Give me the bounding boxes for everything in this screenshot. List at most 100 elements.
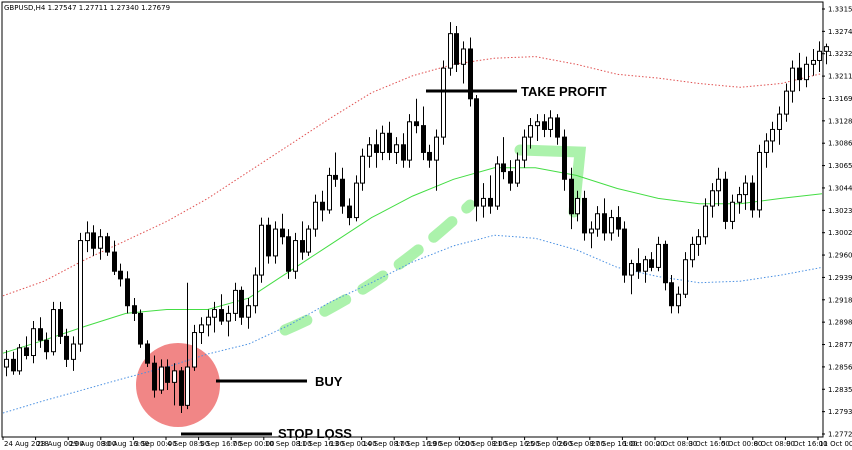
candle-body-bull bbox=[817, 50, 822, 61]
candle bbox=[690, 236, 695, 268]
candle bbox=[179, 367, 184, 414]
candle bbox=[528, 117, 533, 149]
candle bbox=[367, 137, 372, 168]
candle-body-bear bbox=[152, 362, 157, 391]
candle bbox=[764, 133, 769, 168]
y-tick-label: 1.30230 bbox=[828, 207, 852, 215]
candle-body-bull bbox=[629, 263, 634, 276]
candle-body-bull bbox=[51, 309, 56, 353]
candle-body-bear bbox=[165, 366, 170, 383]
candle bbox=[555, 114, 560, 145]
candle bbox=[58, 301, 63, 345]
candle-body-bull bbox=[71, 343, 76, 360]
candle-body-bear bbox=[219, 309, 224, 322]
x-tick-label: 5 Oct 00:00 bbox=[721, 440, 762, 448]
x-tick-label: 28 Aug 00:00 bbox=[37, 440, 84, 448]
candle bbox=[286, 229, 291, 279]
y-tick-label: 1.30445 bbox=[828, 184, 852, 192]
candle-body-bull bbox=[643, 259, 648, 272]
y-tick-label: 1.32740 bbox=[828, 28, 852, 36]
candle-body-bull bbox=[811, 59, 816, 65]
candle bbox=[125, 271, 130, 314]
candle bbox=[226, 305, 231, 337]
candle-body-bear bbox=[636, 263, 641, 272]
trend-arrow-dashed-line bbox=[279, 199, 476, 336]
y-axis: 1.33155 1.32740 1.32320 1.32110 1.31695 1.312… bbox=[822, 6, 852, 439]
y-tick-label: 1.31695 bbox=[828, 95, 852, 103]
candle-body-bull bbox=[226, 312, 231, 322]
candle bbox=[750, 175, 755, 218]
x-tick-label: 14 Sep 08:00 bbox=[363, 440, 410, 448]
candle-body-bear bbox=[374, 144, 379, 153]
candle bbox=[770, 121, 775, 153]
candle bbox=[64, 328, 69, 368]
y-tick-label: 1.28980 bbox=[828, 319, 852, 327]
candle bbox=[407, 114, 412, 168]
x-tick-label: 3 Sep 00:00 bbox=[134, 440, 176, 448]
candle bbox=[387, 121, 392, 161]
candle-body-bull bbox=[367, 144, 372, 157]
candle-body-bull bbox=[327, 174, 332, 211]
candle bbox=[495, 156, 500, 210]
candle-body-bull bbox=[434, 136, 439, 161]
candle bbox=[797, 52, 802, 92]
candle-body-bull bbox=[212, 309, 217, 318]
stop-loss-label: STOP LOSS bbox=[278, 426, 352, 441]
candle-body-bear bbox=[280, 228, 285, 238]
x-tick-label: 10 Sep 08:00 bbox=[265, 440, 312, 448]
candle-body-bull bbox=[683, 259, 688, 295]
candle bbox=[394, 137, 399, 164]
candle bbox=[280, 213, 285, 245]
candle-body-bull bbox=[273, 228, 278, 257]
candle-body-bull bbox=[253, 274, 258, 307]
candle bbox=[273, 221, 278, 264]
candle bbox=[44, 332, 49, 360]
candle bbox=[138, 309, 143, 348]
candle-body-bear bbox=[649, 259, 654, 268]
candle-body-bull bbox=[448, 33, 453, 69]
candle-body-bull bbox=[764, 140, 769, 153]
candle-body-bull bbox=[354, 182, 359, 219]
candle bbox=[643, 255, 648, 283]
candle bbox=[636, 248, 641, 279]
candle-body-bear bbox=[669, 282, 674, 307]
candle-body-bull bbox=[306, 228, 311, 253]
candle bbox=[737, 186, 742, 214]
candle-body-bull bbox=[535, 121, 540, 127]
candle bbox=[777, 106, 782, 145]
y-tick-label: 1.27720 bbox=[828, 431, 852, 439]
y-tick-label: 1.32320 bbox=[828, 50, 852, 58]
candle-body-bear bbox=[582, 197, 587, 234]
candle-body-bull bbox=[710, 190, 715, 207]
candle bbox=[434, 129, 439, 191]
candle-body-bull bbox=[259, 224, 264, 276]
candle bbox=[501, 137, 506, 180]
candle-body-bull bbox=[461, 48, 466, 65]
candle-body-bull bbox=[185, 366, 190, 406]
candle bbox=[313, 194, 318, 237]
candle-body-bull bbox=[522, 136, 527, 161]
x-tick-label: 7 Sep 00:00 bbox=[232, 440, 274, 448]
candle bbox=[112, 240, 117, 276]
candle bbox=[562, 129, 567, 191]
take-profit-label: TAKE PROFIT bbox=[521, 84, 607, 99]
candle bbox=[78, 232, 83, 352]
candle bbox=[259, 217, 264, 283]
candle bbox=[132, 298, 137, 322]
candle-body-bull bbox=[589, 228, 594, 234]
x-tick-label: 4 Sep 08:00 bbox=[167, 440, 209, 448]
candle bbox=[448, 22, 453, 76]
candle-body-bull bbox=[656, 243, 661, 268]
candle bbox=[192, 324, 197, 371]
candle bbox=[17, 344, 22, 375]
x-tick-label: 25 Sep 00:00 bbox=[526, 440, 573, 448]
candle-body-bear bbox=[64, 335, 69, 360]
candle-body-bull bbox=[85, 232, 90, 242]
y-tick-label: 1.29185 bbox=[828, 296, 852, 304]
candle bbox=[629, 259, 634, 295]
candle bbox=[185, 282, 190, 410]
candle-body-bear bbox=[723, 178, 728, 222]
candle-body-bull bbox=[730, 201, 735, 222]
candle-body-bear bbox=[401, 144, 406, 161]
candle bbox=[454, 25, 459, 72]
